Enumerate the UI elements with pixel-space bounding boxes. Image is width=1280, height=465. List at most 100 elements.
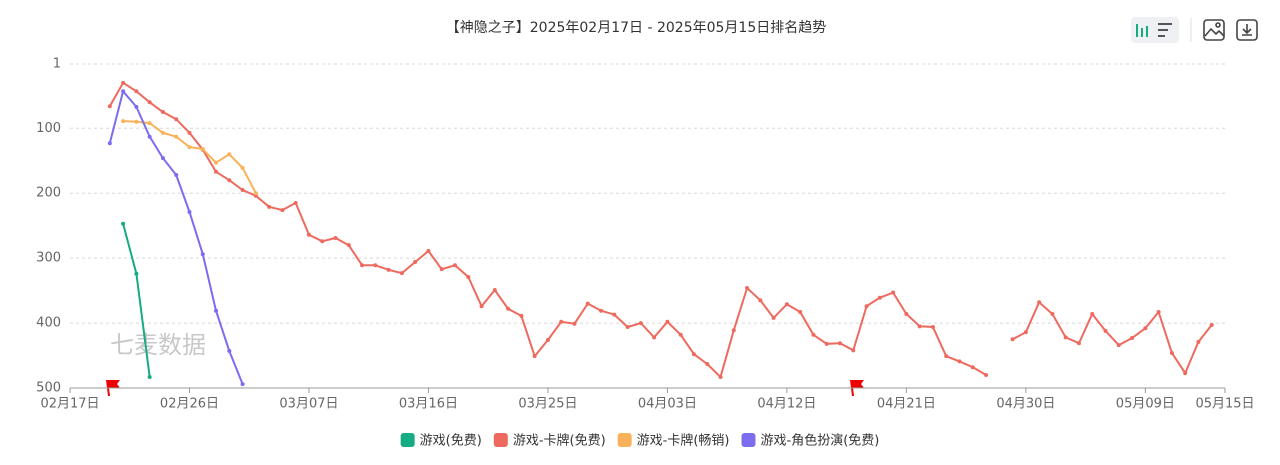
point xyxy=(293,200,298,205)
point xyxy=(121,89,126,94)
y-tick-label: 300 xyxy=(36,251,61,266)
legend-swatch xyxy=(493,433,508,447)
point xyxy=(1209,323,1214,328)
x-tick-label: 03月16日 xyxy=(399,397,458,412)
legend-swatch xyxy=(400,433,415,447)
legend-item[interactable]: 游戏-卡牌(畅销) xyxy=(617,433,730,449)
point xyxy=(1143,326,1148,331)
point xyxy=(121,80,126,85)
point xyxy=(917,324,922,329)
point xyxy=(1063,335,1068,340)
point xyxy=(851,348,856,353)
point xyxy=(957,359,962,364)
legend-item[interactable]: 游戏-角色扮演(免费) xyxy=(741,433,880,449)
x-tick-label: 04月03日 xyxy=(638,397,697,412)
point xyxy=(147,134,152,139)
point xyxy=(160,130,165,135)
point xyxy=(426,248,431,253)
point xyxy=(891,290,896,295)
point xyxy=(904,311,909,316)
point xyxy=(147,100,152,105)
chart-type-toggle[interactable] xyxy=(1131,17,1179,43)
y-tick-label: 1 xyxy=(53,57,61,72)
point xyxy=(798,310,803,315)
y-tick-label: 100 xyxy=(36,121,61,136)
point xyxy=(1116,343,1121,348)
point xyxy=(320,239,325,244)
point xyxy=(399,271,404,276)
point xyxy=(665,319,670,324)
point xyxy=(1169,350,1174,355)
x-tick-label: 03月07日 xyxy=(279,397,338,412)
point xyxy=(413,260,418,265)
point xyxy=(134,104,139,109)
point xyxy=(930,324,935,329)
point xyxy=(306,232,311,237)
legend-item[interactable]: 游戏-卡牌(免费) xyxy=(493,433,606,449)
point xyxy=(758,298,763,303)
point xyxy=(240,187,245,192)
point xyxy=(811,332,816,337)
point xyxy=(214,169,219,174)
point xyxy=(731,328,736,333)
series-line xyxy=(108,81,1213,379)
save-image[interactable] xyxy=(1203,19,1225,41)
point xyxy=(1090,311,1095,316)
point xyxy=(214,160,219,165)
point xyxy=(1037,300,1042,305)
point xyxy=(200,252,205,257)
watermark: 七麦数据 xyxy=(110,331,206,359)
point xyxy=(1010,337,1015,342)
point xyxy=(984,373,989,378)
download[interactable] xyxy=(1236,19,1258,41)
point xyxy=(705,361,710,366)
point xyxy=(492,287,497,292)
point xyxy=(147,121,152,126)
point xyxy=(585,301,590,306)
point xyxy=(121,119,126,124)
point xyxy=(532,354,537,359)
point xyxy=(1050,311,1055,316)
point xyxy=(1103,328,1108,333)
point xyxy=(1023,330,1028,335)
point xyxy=(838,341,842,346)
point xyxy=(147,374,152,379)
legend-swatch xyxy=(617,433,632,447)
point xyxy=(771,315,776,320)
point xyxy=(1156,310,1161,315)
point xyxy=(506,306,511,311)
point xyxy=(187,145,192,150)
x-tick-label: 02月26日 xyxy=(160,397,219,412)
point xyxy=(559,319,564,324)
point xyxy=(174,173,179,178)
legend-label: 游戏-卡牌(畅销) xyxy=(637,433,730,449)
legend-swatch xyxy=(741,433,756,447)
point xyxy=(466,274,471,279)
point xyxy=(545,337,550,342)
point xyxy=(134,89,139,94)
point xyxy=(599,308,604,313)
legend-label: 游戏(免费) xyxy=(420,434,482,449)
point xyxy=(187,130,192,135)
point xyxy=(373,263,378,268)
x-tick-label: 04月30日 xyxy=(996,397,1055,412)
point xyxy=(360,263,365,268)
point xyxy=(267,204,272,209)
point xyxy=(227,152,232,157)
point xyxy=(439,267,444,272)
point xyxy=(1076,341,1081,346)
y-tick-label: 200 xyxy=(36,186,61,201)
x-tick-label: 03月25日 xyxy=(518,397,577,412)
point xyxy=(160,156,165,161)
legend-item[interactable]: 游戏(免费) xyxy=(400,433,482,449)
y-tick-label: 400 xyxy=(36,316,61,331)
point xyxy=(612,312,617,317)
chart-title: 【神隐之子】2025年02月17日 - 2025年05月15日排名趋势 xyxy=(446,20,826,36)
point xyxy=(187,210,192,215)
point xyxy=(227,178,232,183)
point xyxy=(652,335,657,340)
point xyxy=(346,243,351,248)
point xyxy=(944,354,949,359)
point xyxy=(121,221,126,226)
